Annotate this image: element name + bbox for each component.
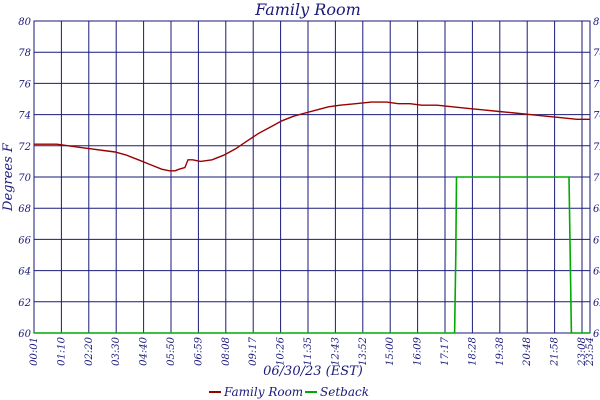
y-tick-label-right: 80 [593,17,600,28]
x-tick-label: 10:26 [276,336,287,365]
y-tick-label: 66 [18,235,31,246]
y-axis-left: 60 62 64 66 68 70 72 74 76 78 80 [18,17,31,340]
x-tick-label: 13:52 [358,337,369,366]
y-tick-label-right: 72 [593,142,600,153]
x-tick-label: 21:58 [550,337,561,367]
x-tick-label: 17:17 [440,336,451,365]
series-line-setback [34,176,590,334]
y-tick-label: 74 [18,111,31,122]
x-tick-label: 03:30 [111,336,122,365]
x-tick-label: 09:17 [248,336,259,365]
x-tick-label: 19:38 [495,337,506,366]
y-tick-label: 68 [18,204,31,215]
x-tick-label: 06:59 [193,336,204,365]
y-axis-right: 60 62 64 66 68 70 72 74 76 78 80 [593,17,600,340]
y-tick-label-right: 62 [593,298,600,309]
x-axis: 00:01 01:10 02:20 03:30 04:40 05:50 06:59 08:08… [29,336,596,366]
legend: Family Room Setback [209,385,369,399]
legend-family-room-label: Family Room [223,385,303,399]
y-tick-label-right: 68 [593,204,600,215]
y-tick-label: 72 [18,142,31,153]
x-axis-label: 06/30/23 (EST) [263,364,363,379]
x-tick-label: 02:20 [84,336,95,365]
y-tick-label: 60 [18,329,31,340]
y-tick-label: 76 [18,79,31,90]
y-tick-label: 64 [18,267,31,278]
x-tick-label: 18:28 [467,337,478,366]
y-tick-label-right: 60 [593,329,600,340]
x-tick-label: 20:48 [522,337,533,367]
y-tick-label-right: 76 [593,79,600,90]
x-tick-label: 04:40 [139,336,150,365]
y-tick-label: 62 [18,298,31,309]
series-lines [34,101,590,334]
x-tick-label: 23:08 [577,337,588,367]
x-tick-label: 11:35 [303,337,314,366]
y-tick-label-right: 70 [593,173,600,184]
x-tick-label: 00:01 [29,337,40,366]
x-tick-label: 05:50 [166,336,177,365]
x-tick-label: 12:43 [330,337,341,366]
y-tick-label: 78 [18,48,31,59]
x-tick-label: 08:08 [221,337,232,366]
x-tick-label: 15:00 [385,336,396,365]
y-tick-label-right: 78 [593,48,600,59]
legend-setback-label: Setback [320,385,369,399]
y-tick-label: 70 [18,173,31,184]
x-tick-label: 01:10 [56,336,67,365]
y-axis-label: Degrees F [1,142,16,212]
chart-title: Family Room [254,0,361,19]
y-tick-label-right: 64 [593,267,600,278]
x-tick-label: 23:54 [585,337,596,367]
series-line-family-room [34,101,590,172]
y-tick-label-right: 74 [593,111,600,122]
y-tick-label: 80 [18,17,31,28]
y-tick-label-right: 66 [593,235,600,246]
x-tick-label: 16:09 [413,336,424,365]
